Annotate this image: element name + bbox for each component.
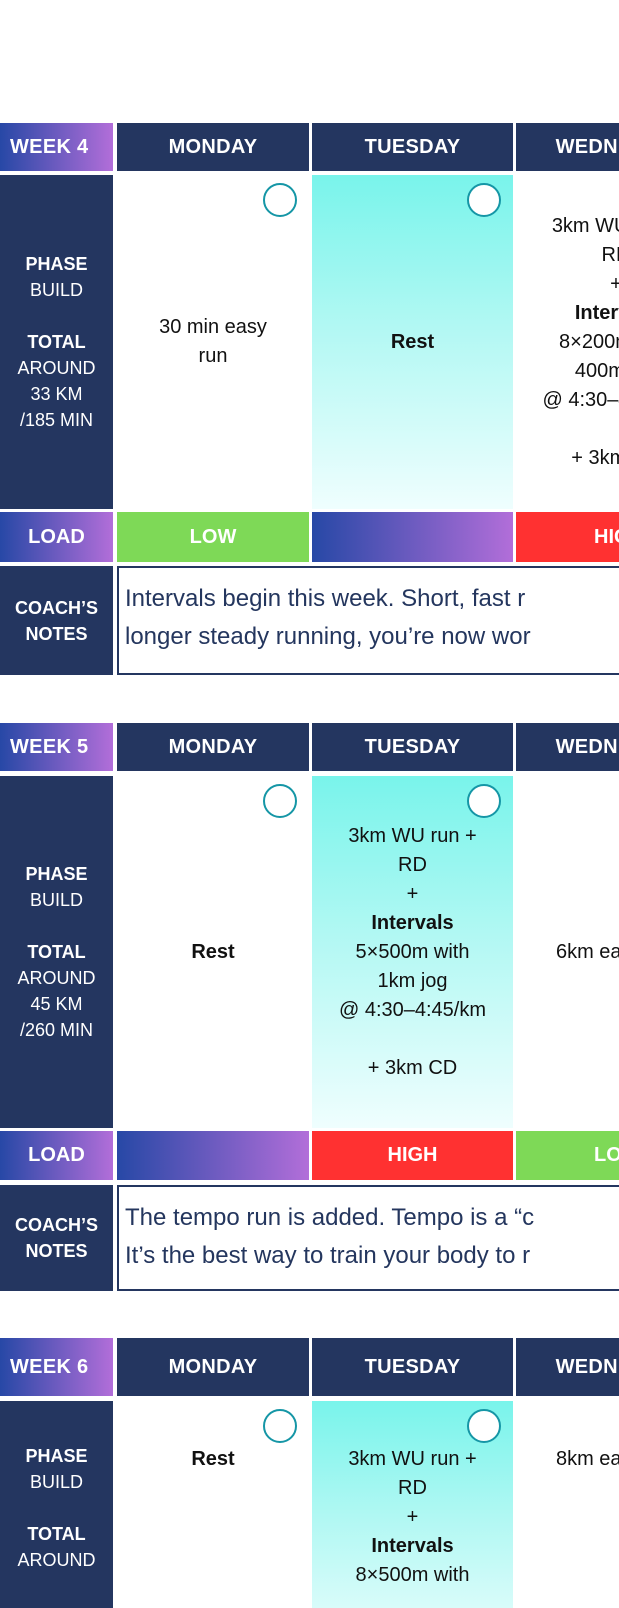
phase-label: PHASE xyxy=(25,254,88,274)
phase-value: BUILD xyxy=(29,1472,83,1492)
phase-value: BUILD xyxy=(29,890,83,910)
week-summary: PHASE BUILD TOTAL AROUND 33 KM/185 MIN xyxy=(0,175,113,509)
coach-notes-line: Intervals begin this week. Short, fast r xyxy=(125,585,526,612)
total-value: AROUND xyxy=(17,1550,96,1570)
workout-line: Intervals xyxy=(371,1535,454,1557)
coach-notes-label-line: COACH’S xyxy=(14,597,98,618)
workout-line: Rest xyxy=(390,330,435,353)
workout-cell-monday: 30 min easy run xyxy=(117,175,309,509)
workout-line: 8km easy run xyxy=(555,1448,619,1470)
workout-line: + 3km CD xyxy=(571,446,619,469)
coach-notes-text: The tempo run is added. Tempo is a “c It’… xyxy=(117,1185,619,1291)
workout-line: 30 min easy xyxy=(159,316,267,338)
workout-line: + xyxy=(406,882,419,905)
load-label: LOAD xyxy=(0,512,113,562)
completion-checkbox[interactable] xyxy=(467,1409,501,1443)
coach-notes-label: COACH’S NOTES xyxy=(0,566,113,675)
coach-notes-label-line: COACH’S xyxy=(14,1215,98,1235)
week-label: WEEK 6 xyxy=(0,1338,113,1396)
load-badge-gradient xyxy=(117,1131,309,1180)
week-label: WEEK 4 xyxy=(0,123,113,171)
total-value: AROUND xyxy=(17,358,96,378)
coach-notes-text: Intervals begin this week. Short, fast r… xyxy=(117,566,619,675)
total-value: 45 KM xyxy=(30,994,83,1014)
load-badge-low: LOW xyxy=(516,1131,619,1180)
total-value: /260 MIN xyxy=(19,1020,94,1040)
workout-line: + xyxy=(610,272,619,295)
completion-checkbox[interactable] xyxy=(467,784,501,818)
workout-line: Rest xyxy=(191,940,235,963)
workout-line: run xyxy=(198,345,228,367)
workout-line: 8×500m with xyxy=(355,1564,470,1586)
workout-cell-monday: Rest xyxy=(117,1401,309,1608)
workout-cell-monday: Rest xyxy=(117,776,309,1128)
workout-line: RD xyxy=(398,1477,427,1499)
completion-checkbox[interactable] xyxy=(263,183,297,217)
workout-cell-wednesday: 8km easy run xyxy=(516,1401,619,1608)
day-header-wednesday: WEDNESDAY xyxy=(516,723,619,771)
load-badge-high: HIGH xyxy=(312,1131,513,1180)
coach-notes-label-line: NOTES xyxy=(25,623,88,644)
workout-cell-wednesday: 3km WU run + RD + Intervals 8×200m with 400m … xyxy=(516,175,619,509)
total-label: TOTAL xyxy=(27,332,86,352)
workout-line: 3km WU run + xyxy=(348,824,477,847)
day-header-tuesday: TUESDAY xyxy=(312,723,513,771)
day-header-monday: MONDAY xyxy=(117,723,309,771)
total-value: AROUND xyxy=(17,968,96,988)
day-header-tuesday: TUESDAY xyxy=(312,1338,513,1396)
workout-line: RD xyxy=(398,853,427,876)
workout-cell-tuesday: 3km WU run + RD + Intervals 5×500m with 1km j… xyxy=(312,776,513,1128)
workout-line: 3km WU run + xyxy=(551,214,619,237)
day-header-monday: MONDAY xyxy=(117,123,309,171)
phase-value: BUILD xyxy=(29,280,83,300)
day-header-wednesday: WEDNESDAY xyxy=(516,1338,619,1396)
workout-line: 1km jog xyxy=(377,969,448,992)
phase-label: PHASE xyxy=(25,864,88,884)
workout-line: 6km easy run xyxy=(555,940,619,963)
workout-line: 5×500m with xyxy=(355,940,470,963)
day-header-monday: MONDAY xyxy=(117,1338,309,1396)
load-badge-high: HIGH xyxy=(516,512,619,562)
workout-line: @ 4:30–4:45/km xyxy=(338,998,487,1021)
coach-notes-line: longer steady running, you’re now wor xyxy=(125,623,531,650)
load-badge-gradient xyxy=(312,512,513,562)
workout-cell-tuesday: Rest xyxy=(312,175,513,509)
total-label: TOTAL xyxy=(27,942,86,962)
workout-cell-wednesday: 6km easy run xyxy=(516,776,619,1128)
workout-line: 3km WU run + xyxy=(348,1448,477,1470)
week-summary: PHASE BUILD TOTAL AROUND 45 KM/260 MIN xyxy=(0,776,113,1128)
workout-line: @ 4:30–4:45/km xyxy=(542,388,619,411)
workout-line: 8×200m with xyxy=(559,330,619,353)
workout-line: 400m jog xyxy=(574,359,619,382)
workout-line: + xyxy=(406,1506,419,1528)
day-header-tuesday: TUESDAY xyxy=(312,123,513,171)
total-value: /185 MIN xyxy=(19,410,94,430)
workout-line: + 3km CD xyxy=(367,1056,458,1079)
workout-cell-tuesday: 3km WU run + RD + Intervals 8×500m with xyxy=(312,1401,513,1608)
workout-line: Rest xyxy=(191,1448,235,1470)
day-header-wednesday: WEDNESDAY xyxy=(516,123,619,171)
coach-notes-label-line: NOTES xyxy=(25,1241,88,1261)
phase-label: PHASE xyxy=(25,1446,88,1466)
week-label: WEEK 5 xyxy=(0,723,113,771)
coach-notes-label: COACH’S NOTES xyxy=(0,1185,113,1291)
completion-checkbox[interactable] xyxy=(263,784,297,818)
workout-line: Intervals xyxy=(371,911,454,934)
coach-notes-line: The tempo run is added. Tempo is a “c xyxy=(125,1204,535,1231)
workout-line: RD xyxy=(601,243,619,266)
coach-notes-line: It’s the best way to train your body to … xyxy=(125,1242,531,1269)
total-value: 33 KM xyxy=(30,384,83,404)
workout-line: Intervals xyxy=(574,301,619,324)
load-badge-low: LOW xyxy=(117,512,309,562)
completion-checkbox[interactable] xyxy=(467,183,501,217)
week-summary: PHASE BUILD TOTAL AROUND xyxy=(0,1401,113,1608)
completion-checkbox[interactable] xyxy=(263,1409,297,1443)
load-label: LOAD xyxy=(0,1131,113,1180)
total-label: TOTAL xyxy=(27,1524,86,1544)
